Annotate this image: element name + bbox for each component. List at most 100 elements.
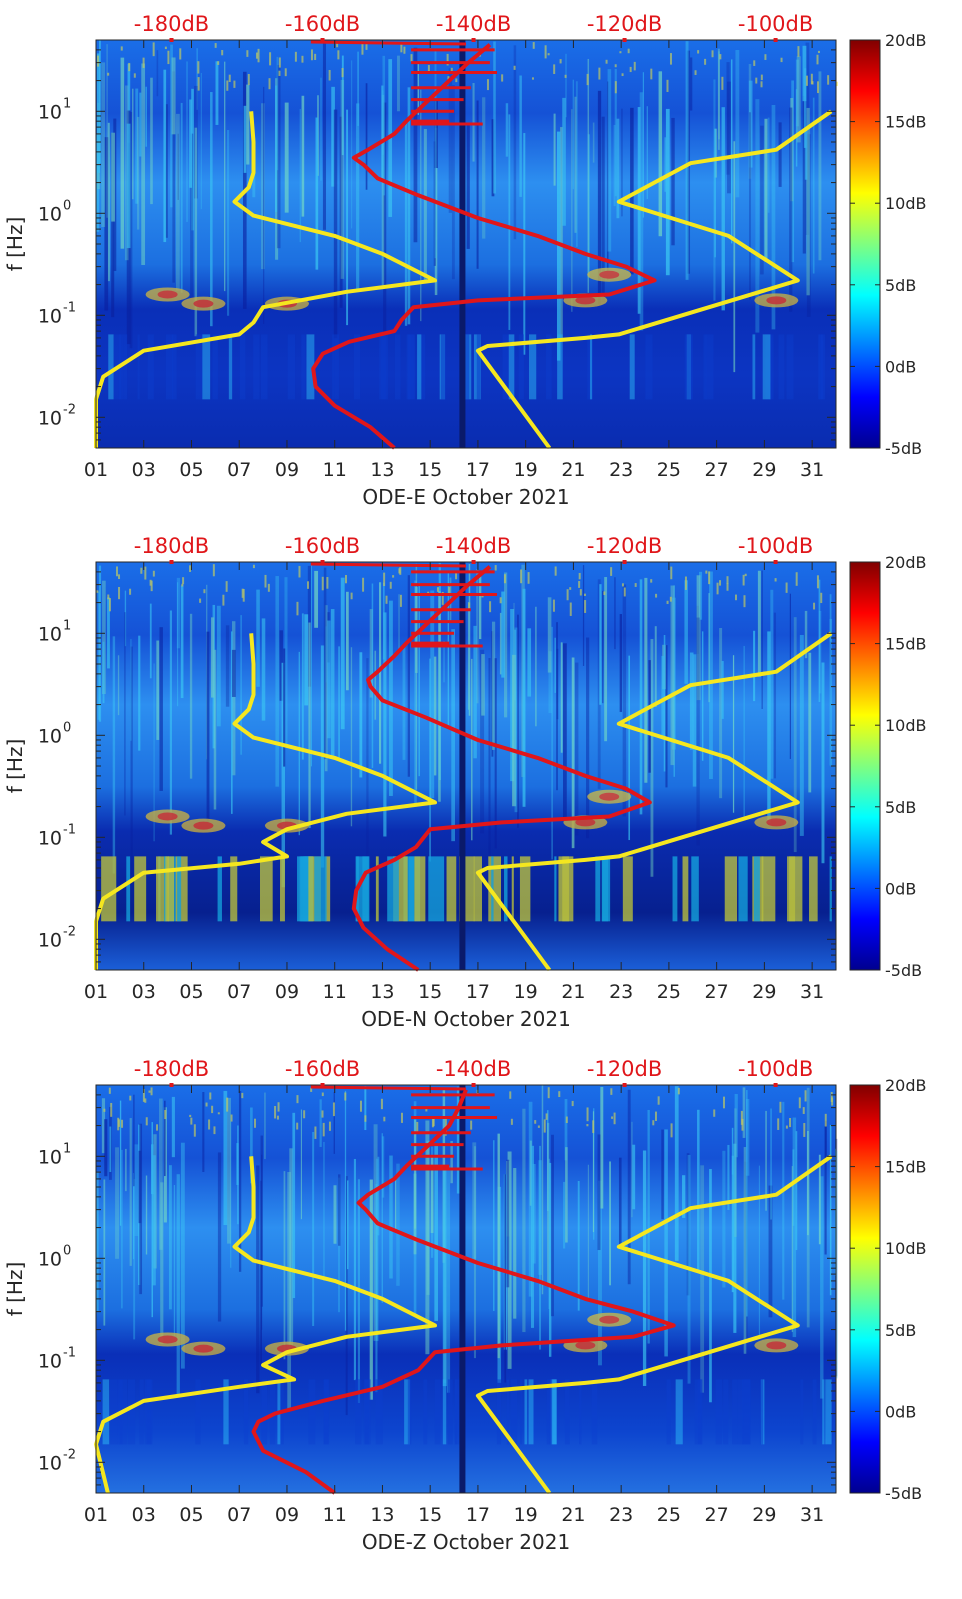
y-tick-exponent: -1 [63,1345,76,1360]
y-tick-label: 10 [38,1146,62,1168]
x-tick-label: 05 [179,459,203,481]
y-tick-exponent: -1 [63,300,76,315]
x-tick-label: 27 [705,459,729,481]
x-tick-label: 15 [418,1504,442,1526]
top-tick [622,560,627,564]
y-axis-label: f [Hz] [3,217,27,272]
top-axis-label: -100dB [738,12,813,36]
x-tick-label: 19 [514,1504,538,1526]
y-tick-label: 10 [38,203,62,225]
y-tick-label: 10 [38,1452,62,1474]
top-tick [622,38,627,42]
y-tick-label: 10 [38,827,62,849]
top-tick [471,1083,476,1087]
top-axis-label: -160dB [285,1057,360,1081]
top-axis-label: -160dB [285,12,360,36]
data-gap [459,40,466,448]
y-tick-exponent: -2 [63,1447,76,1462]
colorbar-label: 10dB [885,194,927,213]
x-tick-label: 01 [84,981,108,1003]
x-tick-label: 31 [800,981,824,1003]
colorbar [849,561,881,971]
spectrogram-background [96,40,836,448]
y-tick-label: 10 [38,101,62,123]
top-axis-label: -100dB [738,534,813,558]
x-tick-label: 13 [370,1504,394,1526]
y-tick-exponent: 0 [63,720,71,735]
colorbar-label: -5dB [885,961,922,980]
x-tick-label: 27 [705,981,729,1003]
y-tick-exponent: 1 [63,96,71,111]
x-tick-label: 19 [514,459,538,481]
data-gap [459,1085,466,1493]
red-noise-curve [311,43,657,450]
top-tick [169,560,174,564]
x-tick-label: 29 [752,1504,776,1526]
x-tick-label: 29 [752,459,776,481]
x-tick-label: 25 [657,459,681,481]
colorbar [849,39,881,449]
colorbar-label: 0dB [885,357,916,376]
y-tick-label: 10 [38,929,62,951]
y-tick-label: 10 [38,305,62,327]
x-tick-label: 11 [323,981,347,1003]
top-tick [320,1083,325,1087]
x-tick-label: 17 [466,1504,490,1526]
colorbar-label: -5dB [885,439,922,458]
x-tick-label: 03 [132,1504,156,1526]
x-tick-label: 21 [561,1504,585,1526]
x-tick-label: 13 [370,981,394,1003]
y-axis-label: f [Hz] [3,1262,27,1317]
y-tick-exponent: 1 [63,1141,71,1156]
x-tick-label: 11 [323,459,347,481]
top-axis-label: -140dB [436,534,511,558]
colorbar-label: 20dB [885,553,927,572]
y-tick-label: 10 [38,623,62,645]
top-axis-label: -140dB [436,12,511,36]
top-axis-label: -180dB [134,1057,209,1081]
spectrogram-texture [96,40,838,400]
x-tick-label: 23 [609,1504,633,1526]
x-tick-label: 07 [227,459,251,481]
red-noise-curve [251,1088,676,1495]
spectrogram-texture [96,1085,838,1445]
colorbar-label: 10dB [885,716,927,735]
x-tick-label: 31 [800,459,824,481]
x-tick-label: 15 [418,981,442,1003]
panel-title: ODE-E October 2021 [362,485,569,509]
spectrogram-background [96,1085,836,1493]
colorbar-label: 15dB [885,635,927,654]
panel-title: ODE-N October 2021 [361,1007,571,1031]
x-tick-label: 11 [323,1504,347,1526]
top-tick [471,560,476,564]
x-tick-label: 15 [418,459,442,481]
yellow-reference-curve [94,111,437,448]
x-tick-label: 21 [561,981,585,1003]
x-tick-label: 07 [227,981,251,1003]
x-tick-label: 03 [132,981,156,1003]
x-tick-label: 05 [179,1504,203,1526]
colorbar-label: 0dB [885,1402,916,1421]
x-tick-label: 27 [705,1504,729,1526]
y-tick-exponent: -2 [63,924,76,939]
panel-title: ODE-Z October 2021 [362,1530,570,1554]
x-tick-label: 17 [466,981,490,1003]
colorbar-label: 5dB [885,798,916,817]
y-tick-exponent: -2 [63,402,76,417]
x-tick-label: 23 [609,981,633,1003]
x-tick-label: 09 [275,459,299,481]
yellow-reference-curve [475,109,833,450]
top-axis-label: -140dB [436,1057,511,1081]
spectrogram-texture [96,562,833,922]
y-tick-exponent: 0 [63,1243,71,1258]
x-tick-label: 19 [514,981,538,1003]
colorbar [849,1084,881,1494]
top-axis-label: -100dB [738,1057,813,1081]
x-tick-label: 09 [275,981,299,1003]
y-tick-label: 10 [38,1248,62,1270]
data-gap [459,562,466,970]
x-tick-label: 29 [752,981,776,1003]
top-axis-label: -180dB [134,534,209,558]
